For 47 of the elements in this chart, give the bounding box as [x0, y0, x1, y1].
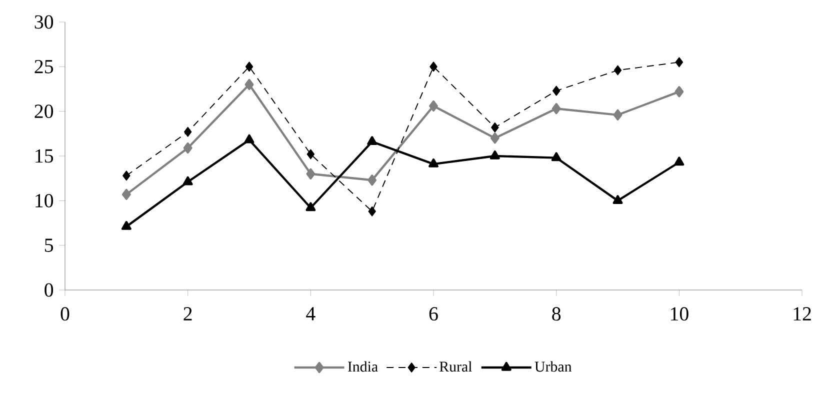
point: [367, 136, 378, 146]
point: [121, 220, 132, 230]
point: [491, 122, 499, 132]
point: [430, 62, 438, 72]
y-tick-label: 0: [44, 283, 54, 297]
point: [552, 103, 561, 114]
point: [183, 142, 192, 154]
y-tick-label: 25: [34, 60, 54, 74]
x-tick-label: 6: [429, 307, 438, 321]
point: [613, 109, 622, 120]
point: [674, 156, 684, 166]
point: [674, 86, 684, 98]
y-tick-label: 20: [34, 104, 54, 118]
x-tick-label: 12: [794, 307, 811, 320]
y-tick-label: 10: [36, 194, 54, 208]
point: [552, 86, 560, 96]
point: [490, 132, 500, 144]
point: [245, 62, 254, 72]
point: [614, 65, 622, 76]
point: [490, 150, 500, 160]
point: [182, 176, 193, 186]
y-tick-label: 5: [45, 238, 54, 252]
point: [244, 134, 254, 144]
point: [612, 195, 623, 204]
point: [122, 170, 130, 181]
point: [551, 152, 562, 162]
point: [306, 149, 315, 160]
point: [368, 174, 377, 186]
x-tick-label: 8: [552, 307, 561, 321]
x-tick-label: 4: [306, 307, 316, 320]
x-tick-label: 2: [184, 307, 192, 320]
x-tick-label: 0: [60, 307, 70, 321]
point: [429, 100, 438, 112]
x-tick-label: 10: [670, 307, 688, 321]
point: [306, 168, 316, 180]
point: [675, 57, 684, 68]
legend-label: India: [348, 361, 378, 372]
y-tick-label: 15: [36, 149, 54, 163]
point: [244, 78, 254, 90]
point: [184, 126, 192, 137]
point: [306, 202, 316, 212]
point: [122, 188, 131, 200]
legend-label: Urban: [534, 361, 572, 372]
legend-label: Rural: [440, 361, 472, 372]
point: [428, 158, 438, 168]
y-tick-label: 30: [34, 15, 54, 29]
point: [368, 206, 376, 216]
